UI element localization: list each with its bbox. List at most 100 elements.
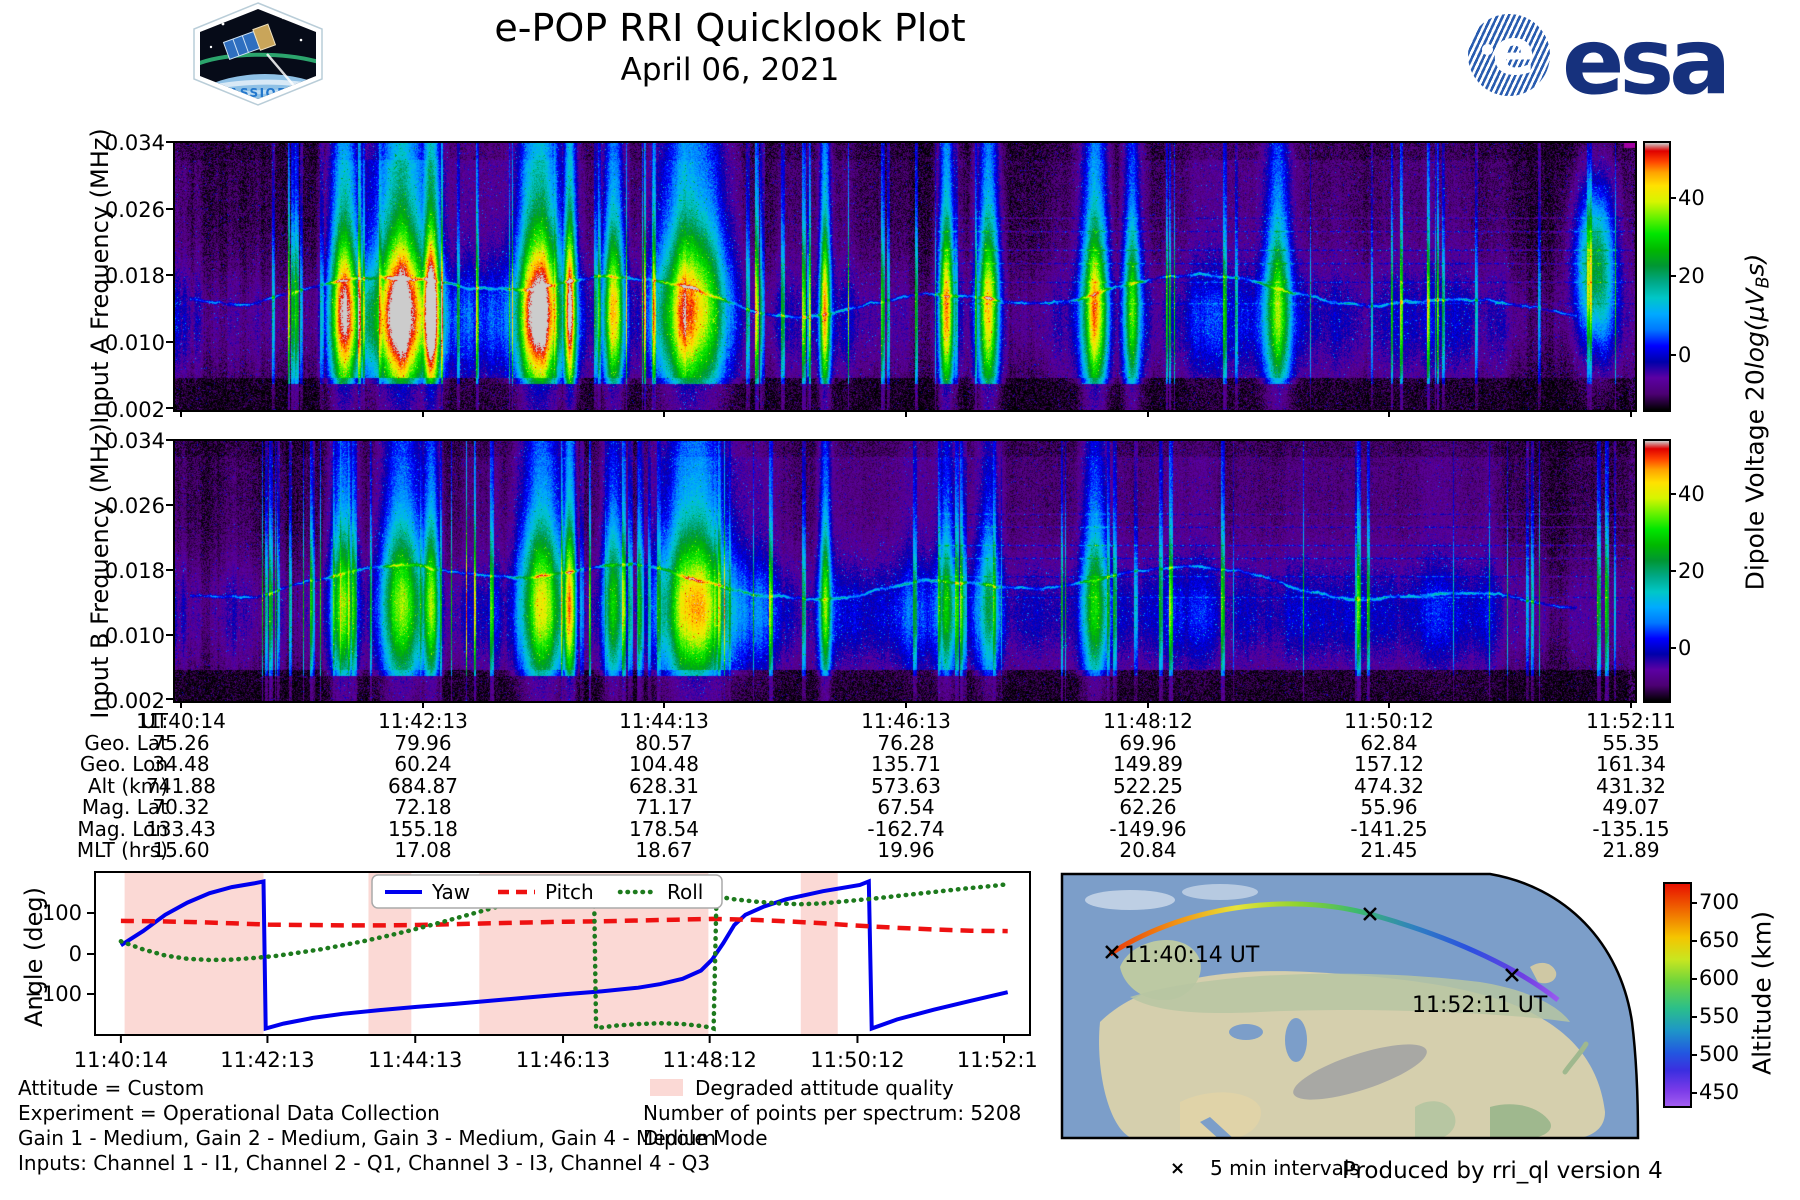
axis-tick-mark (1388, 410, 1390, 417)
track-start-label: 11:40:14 UT (1124, 943, 1260, 968)
axis-tick-mark (1669, 354, 1676, 356)
ephemeris-column: 11:42:13 79.96 60.24 684.87 72.18 155.18 17.08 (378, 709, 468, 862)
track-marker-end-icon (1505, 968, 1519, 982)
panel-a-ytick: 0.034 (104, 131, 165, 155)
axis-tick-mark (422, 701, 424, 708)
axis-tick-mark (166, 698, 173, 700)
angle-xtick: 11:50:12 (810, 1048, 904, 1072)
panel-a-ytick: 0.026 (104, 198, 165, 222)
panel-b-ytick: 0.034 (104, 429, 165, 453)
ephemeris-column: 11:46:13 76.28 135.71 573.63 67.54 -162.74 19.… (861, 709, 951, 862)
row-label-ut: UT (141, 709, 168, 733)
interval-marker-icon: × (1170, 1158, 1186, 1179)
axis-tick-mark (663, 410, 665, 417)
axis-tick-mark (166, 439, 173, 441)
axis-tick-mark (1669, 570, 1676, 572)
row-label-geo-lat: Geo. Lat (84, 730, 168, 755)
panel-a-ytick: 0.002 (104, 398, 165, 422)
angle-ytick: −100 (24, 982, 82, 1006)
esa-globe-dot (1482, 44, 1493, 55)
colorbar-b (1643, 439, 1671, 703)
axis-tick-mark (1690, 940, 1697, 942)
angle-xtick: 11:40:14 (74, 1048, 168, 1072)
axis-tick-mark (166, 341, 173, 343)
angle-axis-ticks (87, 912, 1006, 1043)
track-marker-mid-icon (1363, 907, 1377, 921)
panel-b-ytick: 0.026 (104, 494, 165, 518)
axis-tick-mark (1147, 410, 1149, 417)
axis-tick-mark (166, 208, 173, 210)
yaw-curve (119, 878, 1009, 1032)
yaw-legend-label: Yaw (431, 880, 470, 904)
axis-tick-mark (1669, 197, 1676, 199)
map-border (1060, 872, 1640, 1140)
ephemeris-column: 11:50:12 62.84 157.12 474.32 55.96 -141.25 21.… (1344, 709, 1434, 862)
panel-a-ytick: 0.018 (104, 264, 165, 288)
angle-ytick: 100 (42, 901, 82, 925)
colorbar-a-tick: 40 (1678, 186, 1705, 210)
row-label-mag-lon: Mag. Lon (77, 816, 168, 841)
gain-note: Gain 1 - Medium, Gain 2 - Medium, Gain 3… (18, 1126, 717, 1150)
alt-tick: 500 (1699, 1042, 1740, 1066)
axis-tick-mark (1690, 902, 1697, 904)
points-per-spectrum-label: Number of points per spectrum: 5208 (643, 1101, 1022, 1125)
esa-globe-icon: e (1468, 14, 1550, 96)
axis-tick-mark (166, 569, 173, 571)
ephemeris-column: 11:44:13 80.57 104.48 628.31 71.17 178.54 18.6… (619, 709, 709, 862)
cassiope-mission-patch: CASSIOPE (183, 2, 333, 106)
alt-tick: 700 (1699, 890, 1740, 914)
satellite-track (1108, 901, 1560, 1002)
alt-tick: 600 (1699, 966, 1740, 990)
ground-track-map: 11:40:14 UT 11:52:11 UT (1060, 872, 1640, 1140)
row-label-geo-lon: Geo. Lon (79, 752, 168, 776)
colorbar-b-tick: 0 (1678, 636, 1692, 660)
dipole-mode-label: Dipole Mode (643, 1126, 768, 1150)
axis-tick-mark (180, 410, 182, 417)
angle-ytick: 0 (69, 942, 82, 966)
map-artwork: 11:40:14 UT 11:52:11 UT (1062, 874, 1638, 1138)
axis-tick-mark (1690, 1092, 1697, 1094)
axis-tick-mark (180, 701, 182, 708)
ephemeris-column: 11:40:14 75.26 34.48 741.88 70.32 133.43 15.60 (136, 709, 226, 862)
colorbar-b-tick: 20 (1678, 559, 1705, 583)
axis-tick-mark (1630, 701, 1632, 708)
altitude-colorbar (1663, 882, 1692, 1108)
altitude-colorbar-label: Altitude (km) (1747, 911, 1777, 1075)
axis-tick-mark (166, 634, 173, 636)
axis-tick-mark (1388, 701, 1390, 708)
spectrogram-b-canvas (175, 441, 1635, 701)
axis-tick-mark (1690, 1016, 1697, 1018)
panel-b-ytick: 0.010 (104, 624, 165, 648)
esa-globe-letter: e (1492, 16, 1536, 90)
colorbar-b-tick: 40 (1678, 482, 1705, 506)
axis-tick-mark (166, 274, 173, 276)
axis-tick-mark (166, 504, 173, 506)
axis-tick-mark (1669, 275, 1676, 277)
cassiope-patch-icon: CASSIOPE (193, 2, 323, 106)
credit-label: Produced by rri_ql version 4 (1342, 1158, 1663, 1184)
page-date: April 06, 2021 (620, 52, 840, 88)
esa-logo: e esa (1468, 8, 1748, 115)
angle-xtick: 11:44:13 (368, 1048, 462, 1072)
angle-ylabel: Angle (deg) (20, 887, 48, 1027)
pitch-legend-label: Pitch (545, 880, 594, 904)
pitch-curve (120, 916, 1008, 934)
axis-tick-mark (663, 701, 665, 708)
angle-xtick: 11:48:12 (662, 1048, 756, 1072)
spectrogram-a (173, 141, 1637, 412)
angle-xtick: 11:42:13 (220, 1048, 314, 1072)
degraded-quality-swatch (650, 1079, 683, 1096)
panel-a-ytick: 0.010 (104, 331, 165, 355)
ephemeris-column: 11:52:11 55.35 161.34 431.32 49.07 -135.15 21.… (1586, 709, 1676, 862)
colorbar-a-tick: 0 (1678, 343, 1692, 367)
axis-tick-mark (1147, 701, 1149, 708)
axis-tick-mark (422, 410, 424, 417)
ephemeris-row-labels: UT Geo. Lat Geo. Lon Alt (km) Mag. Lat M… (10, 709, 168, 862)
axis-tick-mark (1690, 1054, 1697, 1056)
angle-xtick: 11:52:11 (957, 1048, 1040, 1072)
roll-legend-label: Roll (667, 880, 703, 904)
interval-marker-label: 5 min intervals (1210, 1156, 1360, 1180)
track-end-label: 11:52:11 UT (1412, 993, 1548, 1018)
esa-wordmark: esa (1562, 8, 1731, 115)
